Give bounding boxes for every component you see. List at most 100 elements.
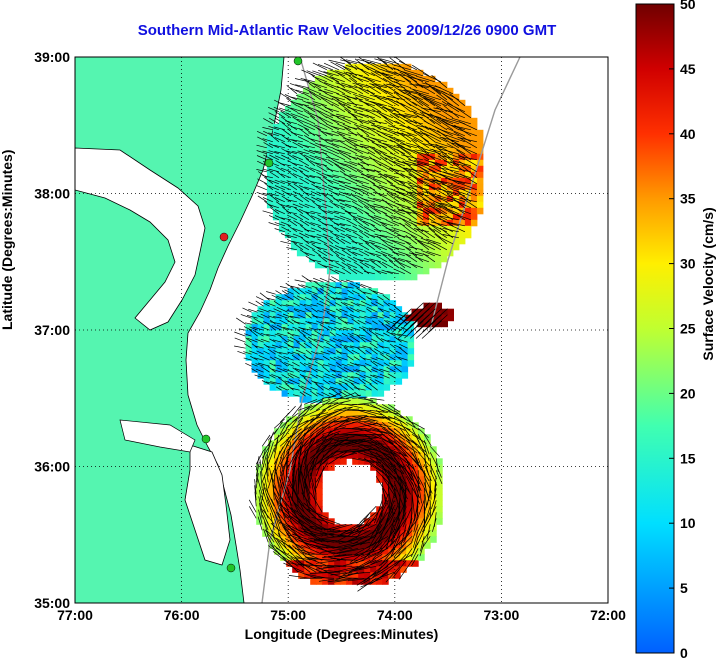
velocity-arrow — [358, 457, 381, 464]
velocity-arrow — [285, 383, 294, 391]
speed-cell — [446, 99, 454, 107]
speed-cell — [458, 183, 466, 191]
velocity-arrow — [274, 137, 286, 143]
speed-cell — [362, 201, 370, 209]
speed-cell — [320, 123, 328, 131]
speed-cell — [370, 440, 377, 447]
speed-cell — [287, 348, 295, 355]
velocity-arrow — [375, 476, 389, 497]
velocity-arrow — [307, 106, 322, 113]
speed-cell — [322, 554, 329, 561]
velocity-arrow — [314, 104, 328, 113]
velocity-arrow — [266, 345, 276, 349]
velocity-arrow — [260, 338, 270, 343]
speed-cell — [334, 536, 341, 543]
velocity-arrow — [315, 452, 333, 471]
speed-cell — [353, 390, 361, 397]
speed-cell — [376, 476, 383, 483]
speed-cell — [292, 452, 299, 459]
speed-cell — [334, 452, 341, 459]
speed-cell — [310, 536, 317, 543]
y-tick-label: 37:00 — [34, 322, 70, 338]
speed-cell — [314, 219, 322, 227]
velocity-arrow — [302, 391, 312, 397]
speed-cell — [335, 288, 343, 295]
velocity-arrow — [305, 220, 316, 227]
velocity-arrow — [274, 518, 281, 537]
speed-cell — [370, 410, 377, 417]
velocity-arrow — [328, 401, 345, 411]
velocity-arrow — [451, 117, 471, 125]
speed-cell — [269, 384, 277, 391]
speed-cell — [362, 213, 370, 221]
speed-cell — [464, 219, 472, 227]
speed-cell — [358, 542, 365, 549]
velocity-arrow — [407, 180, 424, 191]
velocity-arrow — [251, 368, 258, 373]
speed-cell — [298, 488, 305, 495]
velocity-arrow — [359, 506, 377, 523]
speed-cell — [292, 530, 299, 537]
speed-cell — [346, 428, 353, 435]
speed-cell — [344, 219, 352, 227]
speed-cell — [434, 165, 442, 173]
speed-cell — [394, 452, 401, 459]
speed-cell — [314, 255, 322, 263]
speed-cell — [418, 434, 425, 441]
speed-cell — [446, 123, 454, 131]
velocity-arrow — [408, 173, 424, 185]
speed-cell — [429, 308, 436, 316]
velocity-arrow — [303, 377, 312, 385]
velocity-arrow — [303, 174, 315, 179]
speed-cell — [314, 195, 322, 203]
speed-cell — [418, 530, 425, 537]
speed-cell — [296, 225, 304, 233]
speed-cell — [422, 153, 430, 161]
speed-cell — [412, 470, 419, 477]
speed-cell — [398, 147, 406, 155]
velocity-arrow — [267, 436, 272, 453]
speed-cell — [299, 384, 307, 391]
speed-cell — [316, 542, 323, 549]
speed-cell — [452, 105, 460, 113]
velocity-arrow — [346, 219, 358, 227]
velocity-arrow — [397, 180, 412, 191]
speed-cell — [296, 189, 304, 197]
velocity-arrow — [296, 295, 306, 301]
velocity-arrow — [352, 409, 372, 412]
speed-cell — [362, 147, 370, 155]
speed-cell — [380, 147, 388, 155]
speed-cell — [316, 434, 323, 441]
speed-cell — [470, 159, 478, 167]
velocity-arrow — [243, 326, 252, 331]
velocity-arrow — [295, 559, 317, 573]
velocity-arrow — [377, 134, 394, 143]
speed-cell — [412, 494, 419, 501]
speed-cell — [314, 165, 322, 173]
velocity-arrow — [316, 127, 328, 137]
velocity-arrow — [290, 286, 300, 295]
speed-cell — [374, 237, 382, 245]
velocity-arrow — [406, 518, 419, 535]
speed-cell — [346, 560, 353, 567]
velocity-arrow — [404, 119, 423, 125]
speed-cell — [401, 366, 409, 373]
velocity-arrow — [442, 220, 459, 227]
speed-cell — [268, 440, 275, 447]
speed-cell — [310, 410, 317, 417]
speed-cell — [332, 69, 340, 77]
colorbar-tick-label: 5 — [680, 580, 688, 596]
speed-cell — [388, 554, 395, 561]
velocity-arrow — [297, 353, 306, 361]
speed-cell — [308, 201, 316, 209]
speed-cell — [329, 354, 337, 361]
velocity-arrow — [281, 374, 288, 379]
speed-cell — [376, 578, 383, 585]
velocity-arrow — [304, 312, 312, 319]
speed-cell — [406, 422, 413, 429]
velocity-arrow — [395, 100, 412, 113]
velocity-arrow — [334, 227, 346, 233]
speed-cell — [296, 165, 304, 173]
velocity-arrow — [256, 185, 268, 191]
speed-cell — [304, 404, 311, 411]
